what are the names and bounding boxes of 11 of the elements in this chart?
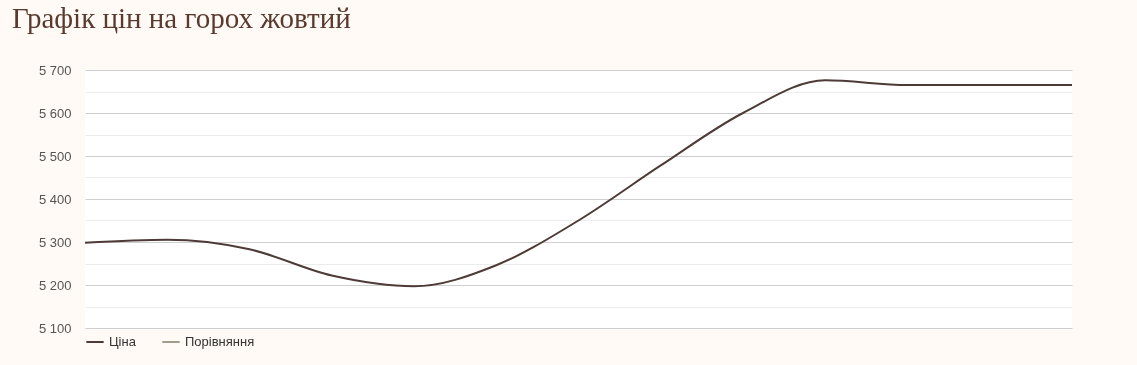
y-tick-label: 5 100 [38, 320, 72, 336]
legend-label: Порівняння [185, 334, 255, 349]
legend-label: Ціна [109, 334, 137, 349]
y-tick-label: 5 300 [38, 234, 72, 250]
chart-title: Графік цін на горох жовтий [12, 2, 351, 34]
y-tick-label: 5 500 [38, 148, 72, 164]
y-tick-label: 5 200 [38, 277, 72, 293]
y-tick-label: 5 700 [38, 62, 72, 78]
y-tick-label: 5 600 [38, 105, 72, 121]
line-series [84, 79, 1073, 288]
y-tick-label: 5 400 [38, 191, 72, 207]
